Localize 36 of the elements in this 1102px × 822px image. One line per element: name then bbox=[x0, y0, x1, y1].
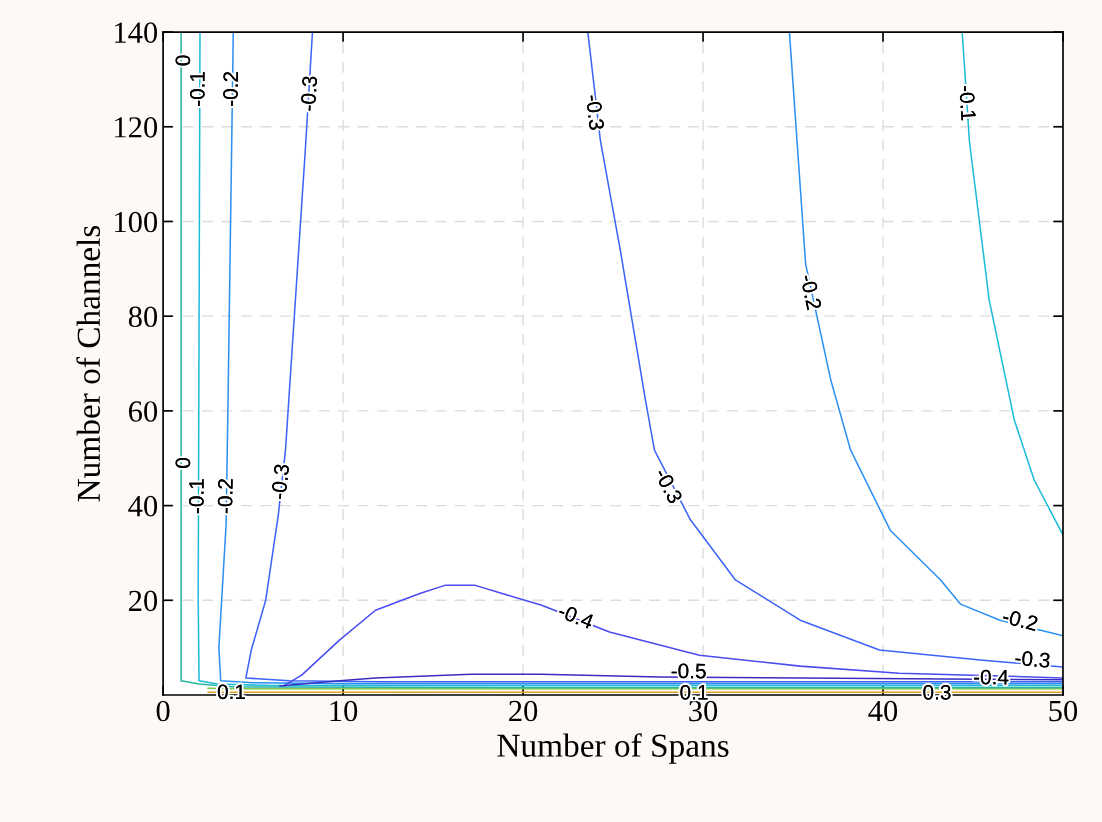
annotation: -0.4 bbox=[557, 603, 595, 630]
y-axis-title: Number of Channels bbox=[76, 225, 101, 502]
x-tick-label: 50 bbox=[1049, 700, 1078, 722]
annotation: -0.5 bbox=[671, 663, 706, 679]
annotation: -0.3 bbox=[1014, 650, 1051, 668]
annotation: -0.3 bbox=[300, 76, 318, 111]
x-tick-label: 30 bbox=[689, 700, 718, 722]
annotation: -0.3 bbox=[585, 94, 605, 131]
x-tick-label: 40 bbox=[868, 700, 898, 722]
annotation: -0.1 bbox=[959, 85, 977, 121]
y-tick-label: 100 bbox=[115, 211, 158, 233]
annotation: -0.2 bbox=[800, 273, 822, 311]
annotation: -0.4 bbox=[973, 669, 1009, 685]
annotation: -0.2 bbox=[1001, 608, 1039, 632]
annotation: -0.2 bbox=[222, 71, 239, 106]
y-tick-label: 140 bbox=[115, 22, 158, 43]
annotation: 0 bbox=[175, 55, 191, 66]
x-tick-label: 20 bbox=[509, 700, 538, 722]
y-tick-label: 120 bbox=[115, 117, 158, 138]
annotation: 0 bbox=[175, 457, 191, 468]
y-tick-label: 60 bbox=[128, 401, 158, 422]
x-tick-label: 10 bbox=[330, 700, 358, 722]
x-axis-title: Number of Spans bbox=[497, 733, 729, 764]
annotation: -0.3 bbox=[654, 467, 683, 505]
annotation: -0.1 bbox=[189, 71, 205, 106]
annotation: -0.2 bbox=[217, 479, 233, 514]
annotation: -0.3 bbox=[270, 463, 290, 500]
line-series bbox=[282, 584, 1063, 687]
line-series bbox=[961, 32, 1063, 536]
annotation: -0.1 bbox=[188, 479, 204, 514]
y-tick-label: 20 bbox=[129, 590, 158, 612]
x-tick-label: 0 bbox=[156, 700, 170, 722]
y-tick-label: 80 bbox=[128, 306, 158, 328]
annotation: 0.1 bbox=[217, 684, 245, 700]
y-tick-label: 40 bbox=[128, 495, 158, 517]
line-series bbox=[788, 32, 1063, 637]
